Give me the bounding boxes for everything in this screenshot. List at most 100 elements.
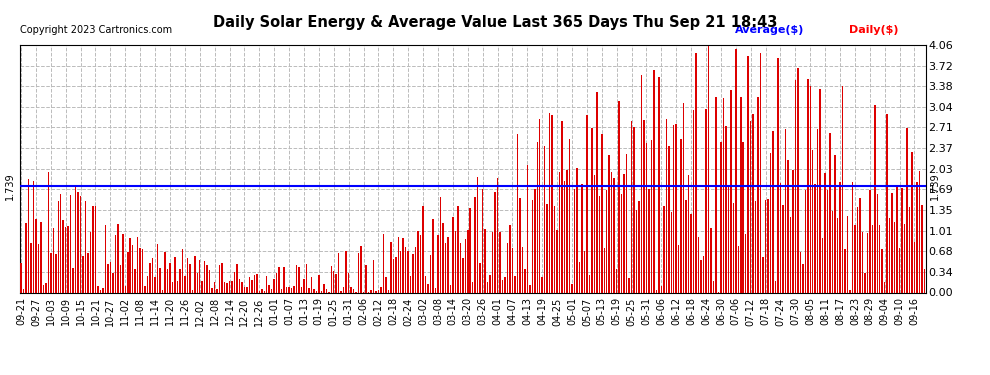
Bar	[844, 249, 845, 292]
Bar	[447, 237, 448, 292]
Bar	[631, 121, 633, 292]
Bar	[757, 97, 759, 292]
Bar	[770, 153, 771, 292]
Bar	[519, 198, 521, 292]
Bar	[77, 192, 79, 292]
Bar	[670, 212, 672, 292]
Text: 1.739: 1.739	[931, 172, 940, 200]
Bar	[82, 255, 84, 292]
Bar	[174, 257, 175, 292]
Bar	[879, 225, 880, 292]
Bar	[673, 124, 674, 292]
Bar	[840, 182, 841, 292]
Bar	[194, 256, 195, 292]
Bar	[443, 223, 444, 292]
Bar	[301, 286, 302, 292]
Bar	[191, 291, 193, 292]
Bar	[435, 288, 437, 292]
Bar	[815, 184, 816, 292]
Bar	[760, 53, 761, 292]
Bar	[217, 289, 218, 292]
Bar	[790, 217, 791, 292]
Bar	[357, 253, 359, 292]
Bar	[876, 194, 878, 292]
Bar	[785, 129, 786, 292]
Bar	[298, 267, 300, 292]
Bar	[822, 237, 824, 292]
Bar	[296, 265, 297, 292]
Bar	[438, 235, 439, 292]
Bar	[258, 291, 260, 292]
Bar	[472, 282, 473, 292]
Bar	[229, 281, 231, 292]
Text: Daily Solar Energy & Average Value Last 365 Days Thu Sep 21 18:43: Daily Solar Energy & Average Value Last …	[213, 15, 777, 30]
Bar	[591, 128, 593, 292]
Bar	[891, 193, 893, 292]
Bar	[755, 201, 756, 292]
Bar	[291, 288, 292, 292]
Bar	[574, 189, 575, 292]
Bar	[360, 246, 361, 292]
Bar	[586, 115, 588, 292]
Bar	[698, 237, 699, 292]
Bar	[919, 171, 920, 292]
Bar	[842, 86, 843, 292]
Bar	[859, 198, 860, 292]
Bar	[695, 53, 697, 292]
Bar	[122, 234, 124, 292]
Bar	[650, 140, 652, 292]
Bar	[204, 261, 206, 292]
Bar	[343, 286, 345, 292]
Bar	[28, 179, 30, 292]
Bar	[385, 277, 387, 292]
Bar	[70, 195, 71, 292]
Bar	[169, 263, 170, 292]
Bar	[26, 223, 27, 292]
Bar	[599, 196, 600, 292]
Bar	[115, 235, 116, 292]
Bar	[886, 114, 888, 292]
Bar	[830, 133, 831, 292]
Bar	[266, 276, 267, 292]
Bar	[313, 290, 315, 292]
Bar	[487, 282, 488, 292]
Bar	[132, 245, 134, 292]
Bar	[341, 291, 342, 292]
Bar	[477, 177, 478, 292]
Bar	[425, 276, 427, 292]
Bar	[21, 263, 22, 292]
Bar	[474, 197, 476, 292]
Bar	[408, 251, 409, 292]
Bar	[896, 186, 898, 292]
Bar	[668, 146, 669, 292]
Bar	[92, 206, 94, 292]
Bar	[906, 128, 908, 292]
Bar	[479, 263, 481, 292]
Bar	[499, 232, 501, 292]
Bar	[303, 279, 305, 292]
Bar	[685, 200, 687, 292]
Bar	[85, 201, 86, 292]
Bar	[469, 207, 471, 292]
Bar	[102, 288, 104, 292]
Bar	[293, 286, 295, 292]
Bar	[52, 228, 54, 292]
Bar	[403, 238, 404, 292]
Bar	[350, 287, 351, 292]
Bar	[130, 238, 131, 292]
Bar	[55, 254, 56, 292]
Bar	[856, 207, 858, 292]
Bar	[609, 155, 610, 292]
Bar	[765, 200, 766, 292]
Bar	[738, 246, 739, 292]
Bar	[502, 279, 503, 292]
Bar	[420, 235, 422, 292]
Bar	[797, 68, 799, 292]
Bar	[566, 170, 568, 292]
Bar	[80, 195, 81, 292]
Bar	[418, 231, 419, 292]
Bar	[825, 173, 826, 292]
Bar	[542, 278, 543, 292]
Bar	[655, 290, 657, 292]
Bar	[581, 183, 583, 292]
